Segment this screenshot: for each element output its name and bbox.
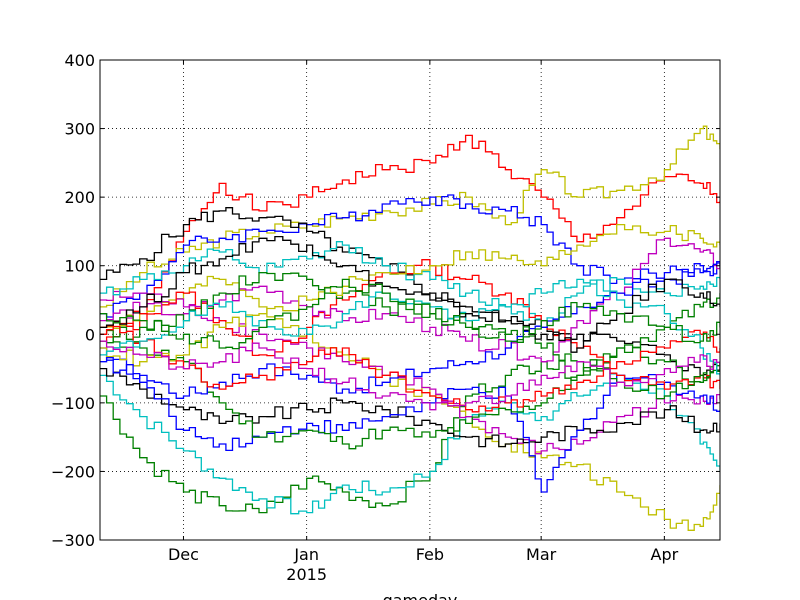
series-line xyxy=(100,134,720,342)
x-tick-sublabel: 2015 xyxy=(286,565,327,584)
plot-frame xyxy=(99,59,721,541)
series-line xyxy=(100,290,720,455)
series-line xyxy=(100,340,720,411)
series-group xyxy=(100,125,720,531)
y-tick-label: −100 xyxy=(51,394,95,413)
x-tick-label: Dec xyxy=(168,545,199,564)
y-tick-label: −300 xyxy=(51,531,95,550)
grid-lines xyxy=(100,60,720,540)
series-line xyxy=(100,241,720,322)
x-tick-label: Apr xyxy=(651,545,679,564)
series-line xyxy=(100,373,720,515)
series-line xyxy=(100,235,720,353)
y-tick-label: 0 xyxy=(85,325,95,344)
series-line xyxy=(100,325,720,413)
series-line xyxy=(100,367,720,448)
y-tick-label: 300 xyxy=(64,120,95,139)
x-tick-label: Jan xyxy=(293,545,319,564)
series-line xyxy=(100,223,720,367)
tick-marks xyxy=(100,59,720,541)
x-axis-title: gameday xyxy=(383,591,458,600)
x-tick-label: Feb xyxy=(416,545,444,564)
x-tick-label: Mar xyxy=(526,545,557,564)
y-tick-label: 200 xyxy=(64,188,95,207)
y-tick-label: 400 xyxy=(64,51,95,70)
y-tick-label: 100 xyxy=(64,257,95,276)
series-line xyxy=(100,207,720,377)
series-line xyxy=(100,278,720,350)
series-line xyxy=(100,194,720,318)
y-tick-label: −200 xyxy=(51,462,95,481)
series-line xyxy=(100,275,720,531)
